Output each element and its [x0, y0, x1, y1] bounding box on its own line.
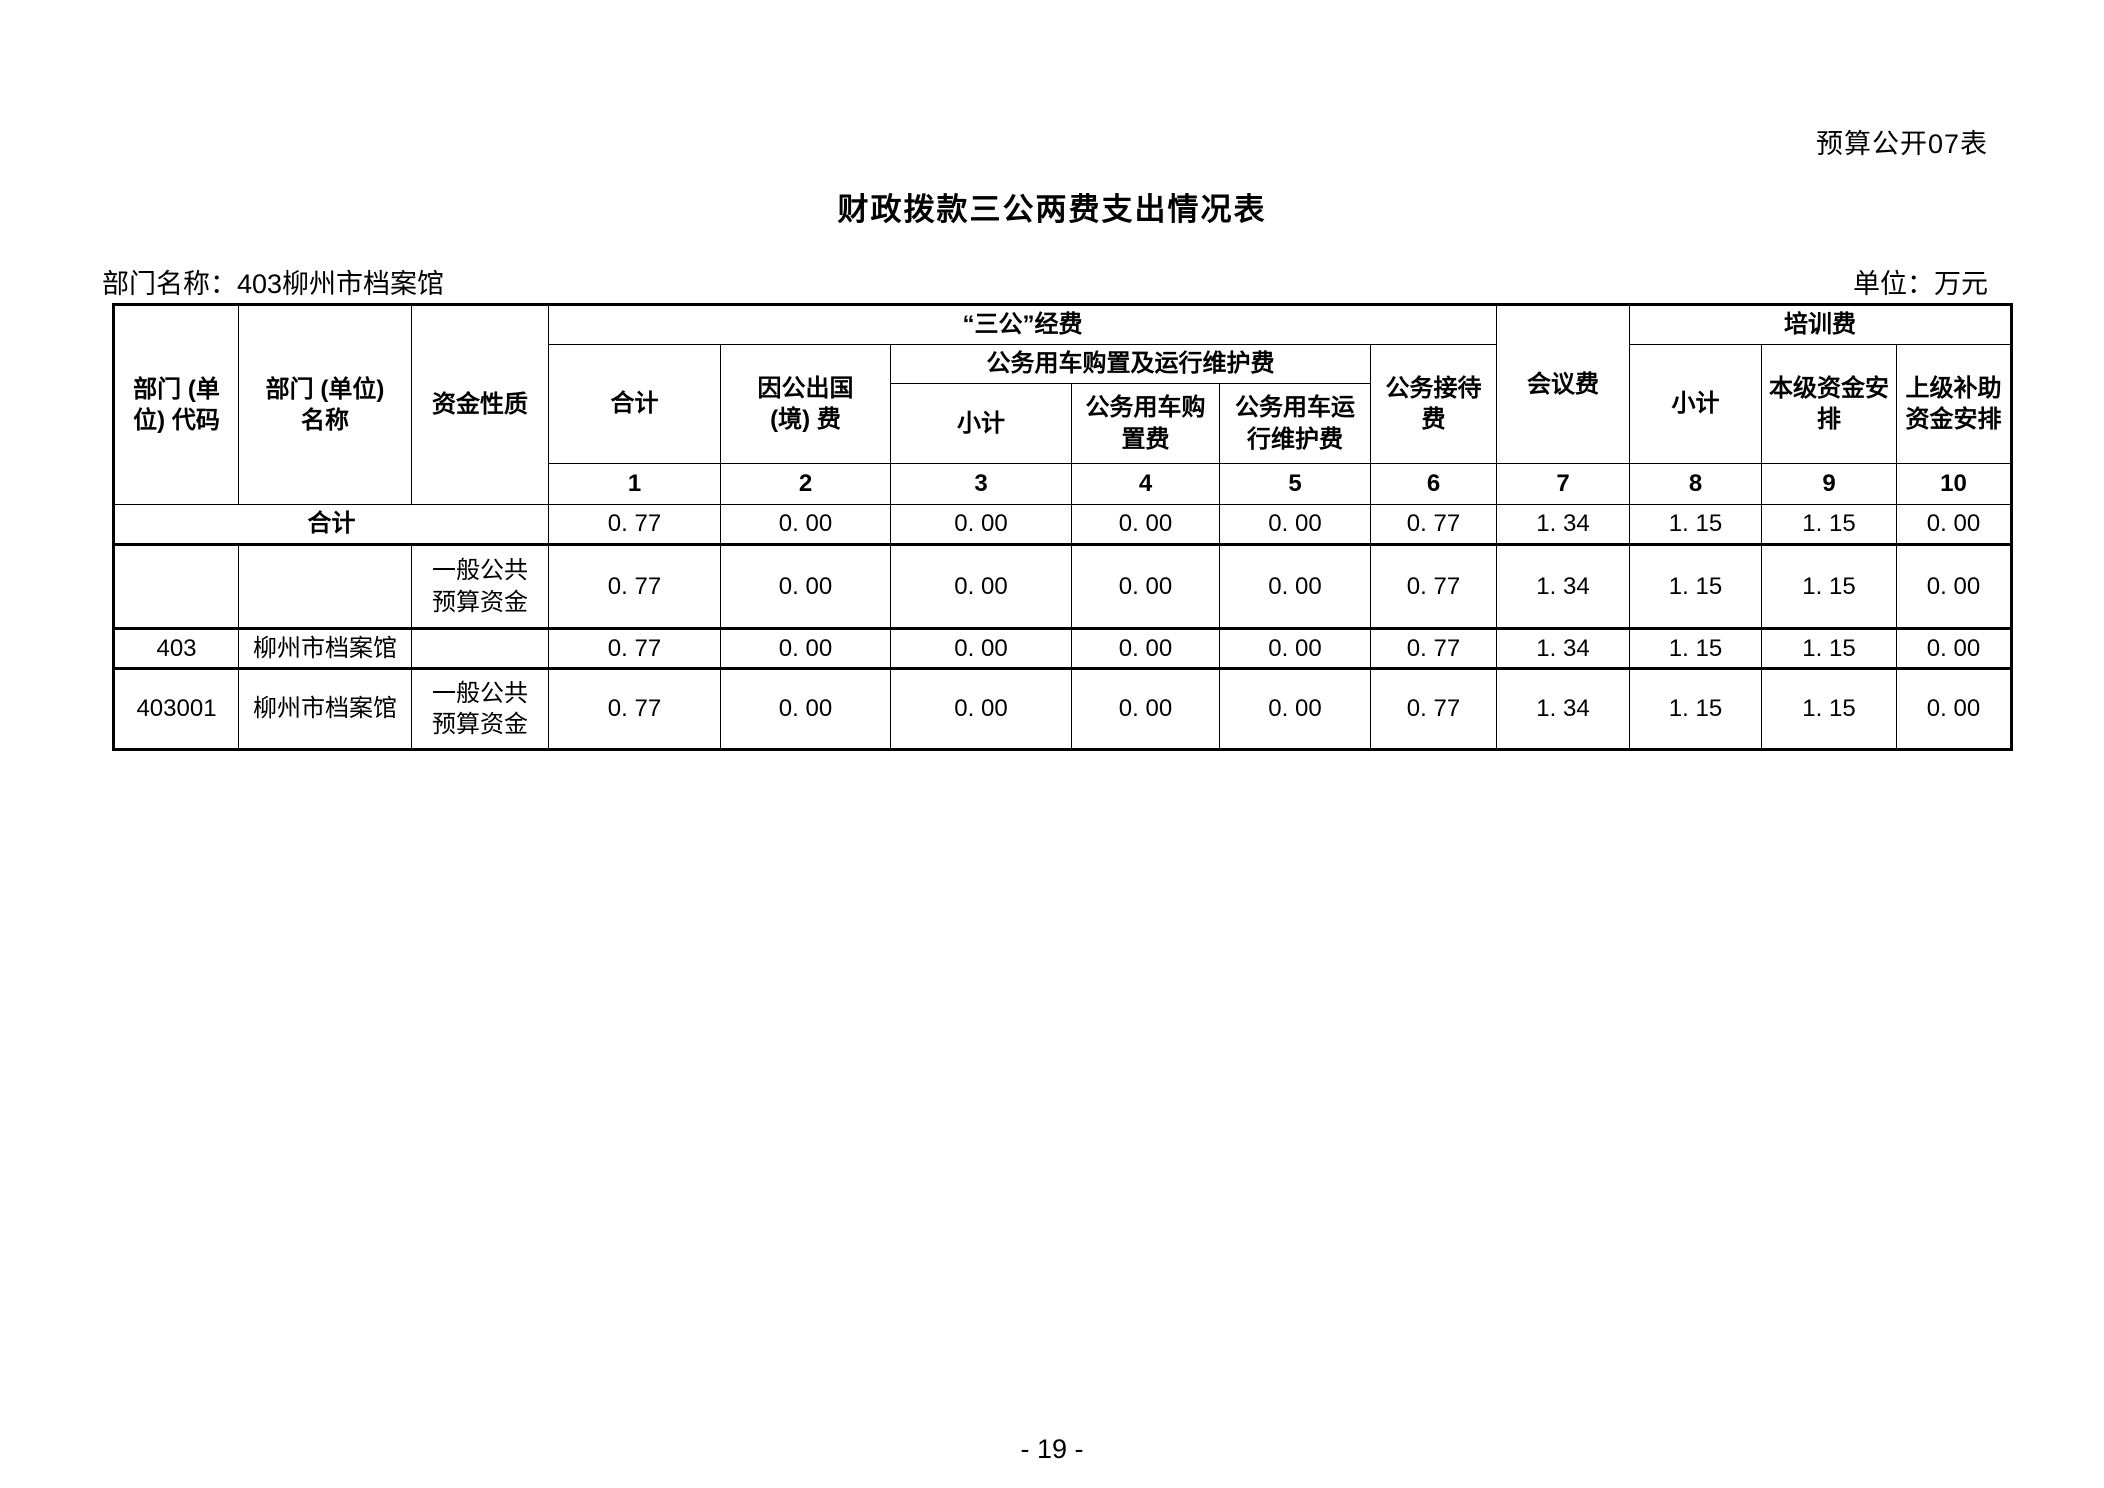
cell-value: 0. 00	[720, 628, 891, 670]
cell-value: 0. 77	[548, 544, 721, 630]
cell-fund-nature: 一般公共 预算资金	[411, 668, 549, 751]
table-row: 403001 柳州市档案馆 一般公共 预算资金 0. 77 0. 00 0. 0…	[113, 668, 2012, 751]
cell-value: 0. 00	[1071, 628, 1220, 670]
cell-value: 1. 34	[1496, 668, 1630, 751]
header-abroad-fee: 因公出国 (境) 费	[720, 344, 891, 464]
header-fund-nature: 资金性质	[411, 304, 549, 505]
column-number: 3	[890, 463, 1072, 505]
cell-dept-code: 403001	[113, 668, 239, 751]
cell-value: 0. 00	[720, 544, 891, 630]
column-number: 4	[1071, 463, 1220, 505]
cell-value: 0. 00	[1071, 504, 1220, 546]
header-training-subtotal: 小计	[1629, 344, 1762, 464]
cell-value: 0. 00	[1071, 668, 1220, 751]
header-dept-code: 部门 (单 位) 代码	[113, 304, 239, 505]
cell-value: 0. 77	[548, 628, 721, 670]
table-row-total: 合计 0. 77 0. 00 0. 00 0. 00 0. 00 0. 77 1…	[113, 504, 2012, 546]
column-number: 7	[1496, 463, 1630, 505]
cell-value: 1. 34	[1496, 544, 1630, 630]
department-name-label: 部门名称：403柳州市档案馆	[102, 269, 445, 299]
cell-value: 1. 15	[1629, 544, 1762, 630]
row-total-label: 合计	[113, 504, 549, 546]
cell-value: 0. 00	[720, 504, 891, 546]
cell-dept-name	[238, 544, 412, 630]
page-title: 财政拨款三公两费支出情况表	[837, 192, 1267, 227]
budget-table: 部门 (单 位) 代码 部门 (单位) 名称 资金性质 “三公”经费 会议费 培…	[112, 303, 2013, 751]
cell-value: 0. 00	[1219, 668, 1371, 751]
cell-dept-code: 403	[113, 628, 239, 670]
cell-value: 0. 77	[1370, 628, 1497, 670]
cell-fund-nature	[411, 628, 549, 670]
cell-value: 0. 00	[1071, 544, 1220, 630]
cell-dept-code	[113, 544, 239, 630]
cell-value: 1. 15	[1629, 628, 1762, 670]
cell-value: 1. 15	[1761, 668, 1897, 751]
table-row: 403 柳州市档案馆 0. 77 0. 00 0. 00 0. 00 0. 00…	[113, 628, 2012, 670]
cell-value: 1. 15	[1761, 544, 1897, 630]
cell-dept-name: 柳州市档案馆	[238, 668, 412, 751]
column-number: 2	[720, 463, 891, 505]
header-training-subsidy-funds: 上级补助 资金安排	[1896, 344, 2012, 464]
header-total: 合计	[548, 344, 721, 464]
header-reception-fee: 公务接待费	[1370, 344, 1497, 464]
cell-value: 0. 00	[1896, 668, 2012, 751]
form-number-label: 预算公开07表	[1815, 129, 1988, 159]
cell-value: 0. 00	[1896, 628, 2012, 670]
page-number: - 19 -	[1020, 1434, 1084, 1464]
unit-label: 单位：万元	[1853, 269, 1988, 299]
header-meeting-fee: 会议费	[1496, 304, 1630, 464]
cell-value: 0. 00	[890, 668, 1072, 751]
cell-value: 0. 77	[1370, 544, 1497, 630]
header-vehicle-maintenance: 公务用车运 行维护费	[1219, 383, 1371, 464]
cell-value: 0. 00	[1219, 544, 1371, 630]
column-number: 9	[1761, 463, 1897, 505]
cell-value: 0. 77	[548, 668, 721, 751]
cell-value: 0. 00	[890, 504, 1072, 546]
cell-value: 0. 77	[1370, 504, 1497, 546]
header-group-training: 培训费	[1629, 304, 2012, 345]
cell-value: 1. 34	[1496, 628, 1630, 670]
cell-value: 1. 15	[1761, 504, 1897, 546]
column-number: 8	[1629, 463, 1762, 505]
cell-value: 1. 15	[1629, 668, 1762, 751]
header-vehicle-subtotal: 小计	[890, 383, 1072, 464]
cell-value: 1. 15	[1629, 504, 1762, 546]
cell-value: 0. 00	[1896, 544, 2012, 630]
table-row: 一般公共 预算资金 0. 77 0. 00 0. 00 0. 00 0. 00 …	[113, 544, 2012, 630]
cell-value: 1. 34	[1496, 504, 1630, 546]
column-number: 5	[1219, 463, 1371, 505]
cell-value: 0. 77	[1370, 668, 1497, 751]
column-number: 6	[1370, 463, 1497, 505]
header-group-sangong: “三公”经费	[548, 304, 1497, 345]
cell-value: 0. 00	[890, 628, 1072, 670]
column-number: 10	[1896, 463, 2012, 505]
cell-value: 0. 00	[720, 668, 891, 751]
column-number: 1	[548, 463, 721, 505]
cell-value: 0. 00	[1219, 628, 1371, 670]
header-group-vehicle: 公务用车购置及运行维护费	[890, 344, 1371, 384]
cell-value: 0. 00	[1219, 504, 1371, 546]
header-training-own-funds: 本级资金安 排	[1761, 344, 1897, 464]
cell-dept-name: 柳州市档案馆	[238, 628, 412, 670]
cell-value: 0. 00	[1896, 504, 2012, 546]
header-dept-name: 部门 (单位) 名称	[238, 304, 412, 505]
cell-value: 0. 77	[548, 504, 721, 546]
table-meta-row: 部门名称：403柳州市档案馆 单位：万元	[102, 262, 1988, 301]
cell-value: 1. 15	[1761, 628, 1897, 670]
cell-value: 0. 00	[890, 544, 1072, 630]
header-vehicle-purchase: 公务用车购 置费	[1071, 383, 1220, 464]
cell-fund-nature: 一般公共 预算资金	[411, 544, 549, 630]
